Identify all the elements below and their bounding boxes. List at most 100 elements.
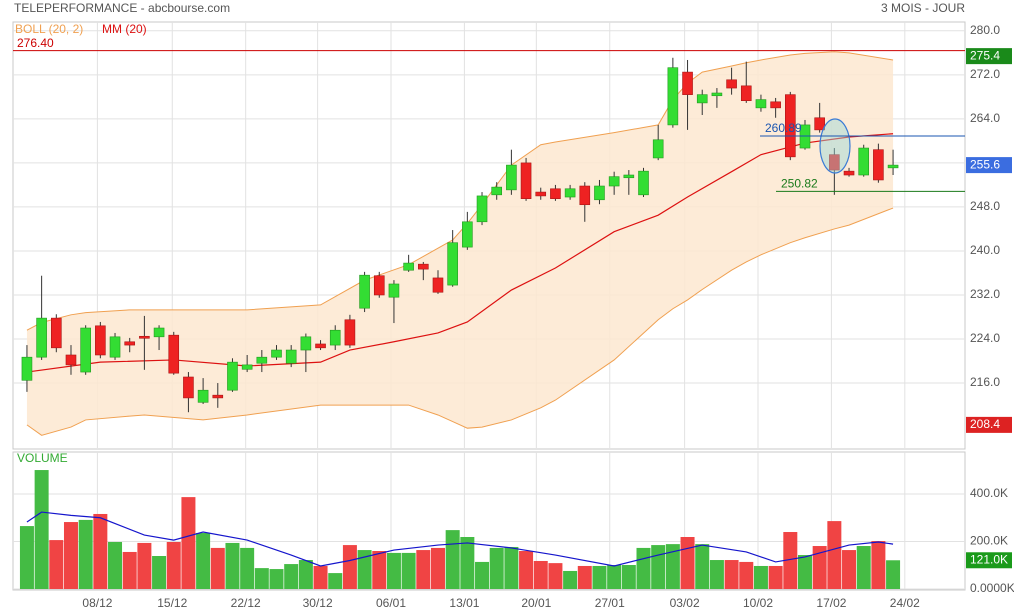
candle-body	[432, 277, 444, 293]
level-label: 260.89	[765, 121, 802, 135]
volume-bar	[797, 555, 812, 589]
x-tick-label: 17/02	[816, 596, 846, 610]
volume-bar	[592, 565, 607, 589]
x-tick-label: 03/02	[670, 596, 700, 610]
volume-bar	[181, 497, 196, 589]
volume-bar	[416, 550, 431, 589]
candle-body	[476, 195, 488, 223]
y-tick-label: 200.0K	[970, 534, 1008, 548]
candle-body	[667, 67, 679, 126]
volume-bar	[63, 522, 78, 589]
value-badge	[966, 48, 1012, 65]
y-tick-label: 216.0	[970, 375, 1000, 389]
x-tick-label: 22/12	[231, 596, 261, 610]
candle-body	[770, 101, 781, 109]
volume-bar	[577, 565, 592, 589]
candle-body	[21, 356, 33, 381]
volume-bar	[607, 565, 622, 589]
value-badge	[966, 552, 1012, 569]
legend-boll: BOLL (20, 2)	[15, 22, 83, 36]
volume-bar	[886, 560, 901, 589]
volume-bar	[240, 547, 255, 589]
volume-bar	[812, 546, 827, 589]
volume-bar	[489, 547, 504, 589]
volume-bar	[152, 555, 167, 589]
candle-body	[285, 349, 297, 364]
y-tick-label: 224.0	[970, 331, 1000, 345]
volume-bar	[651, 545, 666, 589]
x-tick-label: 13/01	[449, 596, 479, 610]
candle-body	[183, 376, 194, 399]
volume-bar	[284, 564, 299, 589]
volume-bar	[709, 560, 724, 589]
candle-body	[256, 356, 268, 364]
candle-body	[740, 85, 752, 102]
x-tick-label: 15/12	[157, 596, 187, 610]
x-tick-label: 20/01	[521, 596, 551, 610]
header-title: TELEPERFORMANCE - abcbourse.com	[14, 1, 230, 15]
volume-bar	[753, 565, 768, 589]
candle-body	[814, 117, 825, 131]
candle-body	[623, 174, 635, 179]
candle-body	[535, 191, 547, 197]
value-badge-label: 275.4	[970, 48, 1000, 62]
volume-bar	[49, 540, 64, 589]
volume-bar	[621, 565, 636, 589]
candle-body	[329, 329, 341, 346]
volume-bar	[768, 565, 783, 589]
bollinger-fill	[26, 51, 894, 436]
x-tick-label: 10/02	[743, 596, 773, 610]
volume-bar	[519, 551, 534, 589]
overlay: 276.40 260.89 250.82 275.4 255.6 208.4 121.0K	[13, 36, 1012, 569]
volume-bar	[328, 573, 343, 589]
candle-body	[711, 92, 723, 97]
candle-body	[873, 149, 884, 181]
candle-body	[579, 185, 591, 206]
y-tick-label: 240.0	[970, 243, 1000, 257]
volume-bar	[724, 560, 739, 589]
x-tick-label: 27/01	[595, 596, 625, 610]
candle-body	[638, 170, 649, 196]
candle-body	[359, 274, 370, 309]
candle-body	[65, 354, 77, 366]
y-tick-label: 248.0	[970, 199, 1000, 213]
volume-bar	[34, 470, 49, 589]
candle-body	[388, 283, 400, 298]
volume-bar	[357, 550, 372, 589]
candle-body	[153, 327, 165, 338]
y-tick-label: 272.0	[970, 67, 1000, 81]
value-badge	[966, 416, 1012, 433]
volume-bar	[269, 569, 284, 589]
volume-bar	[313, 565, 328, 589]
price-panel: 280.0272.0264.0256.0248.0240.0232.0224.0…	[12, 21, 1000, 450]
candle-body	[550, 188, 561, 199]
y-tick-label: 0.0000K	[970, 581, 1014, 595]
candle-body	[80, 327, 91, 373]
bollinger-lower	[26, 207, 894, 436]
candle-body	[682, 71, 693, 95]
candle-body	[373, 275, 385, 296]
candle-body	[95, 325, 106, 356]
candle-body	[491, 186, 503, 196]
value-badge-label: 208.4	[970, 417, 1000, 431]
x-tick-label: 30/12	[303, 596, 333, 610]
candle-body	[652, 139, 664, 159]
candle-body	[197, 389, 209, 403]
candle-body	[829, 154, 840, 171]
candle-body	[124, 341, 136, 346]
x-tick-label: 06/01	[376, 596, 406, 610]
candle-body	[227, 361, 238, 391]
volume-bar	[225, 542, 240, 589]
candle-body	[51, 317, 62, 349]
y-tick-label: 232.0	[970, 287, 1000, 301]
candle-body	[403, 262, 414, 271]
candle-body	[858, 147, 870, 176]
candle-body	[696, 94, 708, 104]
candle-body	[462, 221, 473, 248]
candle-body	[418, 263, 429, 270]
candle-body	[109, 336, 121, 358]
candle-body	[447, 242, 458, 286]
volume-bar	[445, 530, 460, 589]
volume-bar	[386, 552, 401, 589]
